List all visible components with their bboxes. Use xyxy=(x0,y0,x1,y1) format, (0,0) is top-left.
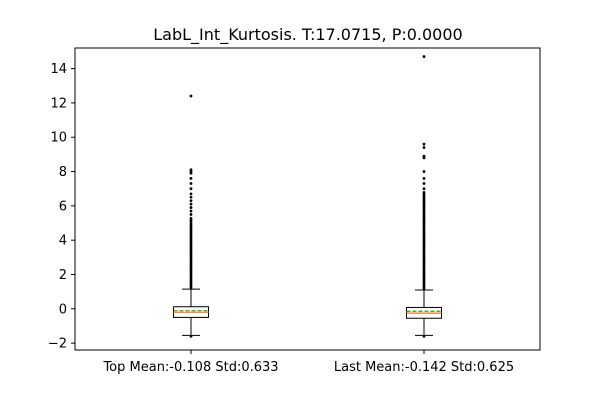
outlier-point xyxy=(189,187,193,191)
y-tick-label: 10 xyxy=(50,131,67,146)
x-category-label: Last Mean:-0.142 Std:0.625 xyxy=(334,360,514,375)
y-tick-label: −2 xyxy=(48,337,67,352)
x-category-label: Top Mean:-0.108 Std:0.633 xyxy=(102,360,278,375)
outlier-point xyxy=(422,55,426,58)
outlier-point xyxy=(422,191,426,194)
y-tick-label: 8 xyxy=(59,165,67,180)
outlier-point xyxy=(189,94,193,98)
outlier-point xyxy=(422,177,426,180)
chart-title: LabL_Int_Kurtosis. T:17.0715, P:0.0000 xyxy=(153,25,462,45)
outlier-point xyxy=(189,177,193,180)
outlier-point xyxy=(422,146,426,149)
outlier-point xyxy=(189,209,193,213)
outlier-point xyxy=(189,182,193,185)
outlier-point xyxy=(422,142,426,146)
outlier-point xyxy=(422,154,426,158)
y-tick-label: 12 xyxy=(50,96,67,111)
y-tick-label: 6 xyxy=(59,199,67,214)
outlier-point xyxy=(189,213,193,216)
y-tick-label: 2 xyxy=(59,268,67,283)
y-tick-label: 14 xyxy=(50,62,67,77)
outlier-point xyxy=(189,195,193,199)
outlier-point xyxy=(189,334,193,338)
y-tick-label: 0 xyxy=(59,302,67,317)
outlier-point xyxy=(189,202,193,206)
outlier-point xyxy=(422,334,426,338)
outlier-point xyxy=(422,182,426,185)
outlier-point xyxy=(189,168,193,172)
plot-frame xyxy=(74,47,541,351)
outlier-point xyxy=(189,216,193,220)
outlier-point xyxy=(189,206,193,209)
outlier-point xyxy=(189,192,193,196)
outlier-point xyxy=(422,170,426,173)
outlier-point xyxy=(422,187,426,191)
outlier-point xyxy=(189,199,193,203)
y-tick-label: 4 xyxy=(59,234,67,249)
